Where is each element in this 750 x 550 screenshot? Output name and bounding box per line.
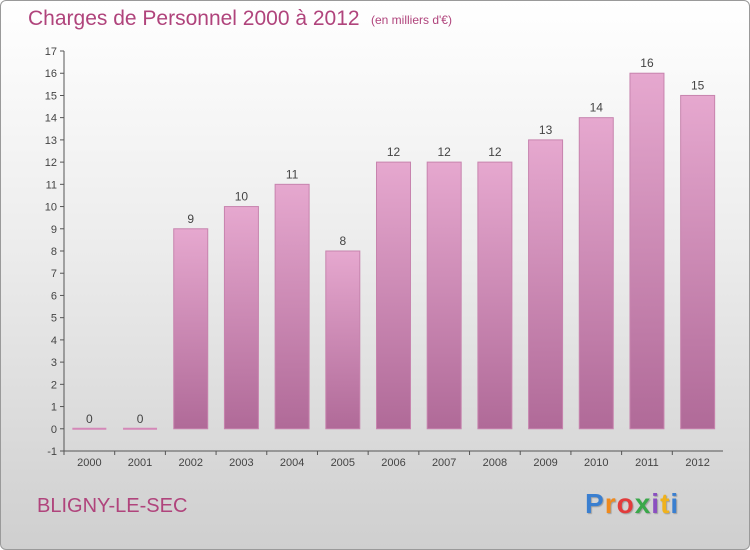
x-tick-label: 2001 [128, 457, 152, 469]
chart-subtitle: (en milliers d'€) [371, 13, 452, 27]
logo-letter: i [670, 488, 680, 519]
x-tick-label: 2007 [432, 457, 456, 469]
x-tick-label: 2011 [635, 457, 659, 469]
data-label: 0 [86, 412, 93, 426]
commune-name: BLIGNY-LE-SEC [37, 495, 188, 517]
bar-2007 [426, 161, 462, 430]
y-tick-label: 3 [51, 357, 57, 369]
x-tick-label: 2010 [584, 457, 608, 469]
bar-layer [72, 72, 716, 430]
y-tick-label: 11 [46, 179, 57, 191]
x-tick-label: 2006 [381, 457, 405, 469]
logo-letter: t [660, 488, 671, 519]
logo-letter: i [651, 488, 661, 519]
data-label: 9 [187, 212, 194, 226]
x-tick-label: 2012 [685, 457, 709, 469]
x-tick-label: 2003 [229, 457, 253, 469]
label-layer: 2000 0 2001 0 2002 9 2003 10 2004 11 2005 8 2006 12 20… [77, 56, 710, 469]
logo-letter: r [604, 488, 617, 519]
bar-2002 [173, 228, 209, 430]
data-label: 0 [137, 412, 144, 426]
y-tick-label: 10 [45, 202, 57, 214]
data-label: 12 [488, 145, 502, 159]
data-label: 14 [590, 101, 604, 115]
bar-2010 [578, 117, 614, 430]
y-tick-label: 4 [51, 335, 57, 347]
y-tick-label: 8 [51, 246, 57, 258]
chart-title: Charges de Personnel 2000 à 2012 [28, 7, 360, 30]
y-tick-label: 14 [45, 113, 57, 125]
y-tick-label: 2 [51, 379, 57, 391]
bar-2008 [477, 161, 513, 430]
data-label: 11 [286, 167, 299, 181]
y-tick-label: -1 [47, 446, 57, 458]
bar-2012 [680, 94, 716, 430]
data-label: 13 [539, 123, 553, 137]
bar-2009 [528, 139, 564, 430]
data-label: 12 [438, 145, 452, 159]
x-tick-label: 2009 [533, 457, 557, 469]
y-tick-label: 7 [51, 268, 57, 280]
y-tick-label: 9 [51, 224, 57, 236]
bar-2006 [376, 161, 411, 430]
y-tick-label: 15 [45, 90, 57, 102]
logo-letter: x [634, 488, 652, 519]
y-tick-label: 1 [51, 402, 57, 414]
x-tick-label: 2004 [280, 457, 304, 469]
y-tick-label: 13 [45, 135, 57, 147]
y-tick-label: 0 [51, 424, 57, 436]
y-tick-label: 12 [45, 157, 57, 169]
proxiti-logo: Proxiti [585, 488, 679, 520]
bar-2005 [325, 250, 361, 430]
y-tick-label: 6 [51, 290, 57, 302]
data-label: 8 [339, 234, 346, 248]
y-tick-label: 16 [45, 68, 57, 80]
y-tick-label: 17 [45, 46, 57, 58]
x-tick-label: 2005 [331, 457, 355, 469]
x-tick-label: 2002 [178, 457, 202, 469]
data-label: 10 [235, 190, 249, 204]
data-label: 16 [640, 56, 654, 70]
logo-letter: P [585, 488, 605, 519]
logo-letter: o [616, 488, 635, 519]
y-tick-label: 5 [51, 313, 57, 325]
x-tick-label: 2008 [483, 457, 507, 469]
bar-2011 [629, 72, 665, 430]
bar-2004 [274, 183, 310, 430]
data-label: 12 [387, 145, 401, 159]
x-tick-label: 2000 [77, 457, 101, 469]
bar-2003 [223, 206, 259, 430]
data-label: 15 [691, 78, 705, 92]
